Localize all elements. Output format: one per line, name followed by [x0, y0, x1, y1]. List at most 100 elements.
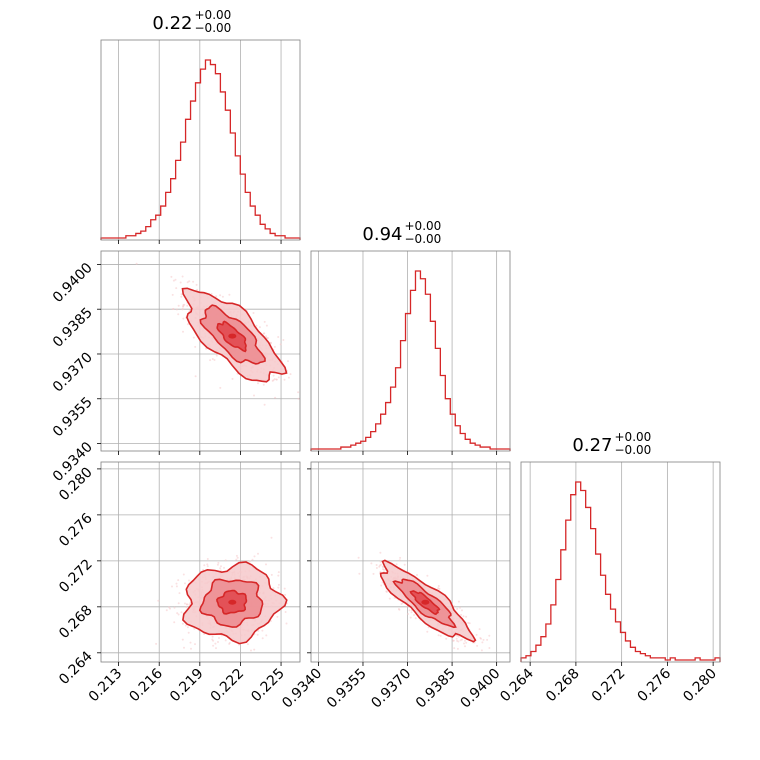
sample-point — [183, 646, 185, 649]
sample-point — [289, 373, 292, 376]
sample-point — [209, 359, 212, 362]
sample-point — [202, 568, 205, 571]
sample-point — [272, 374, 275, 377]
sample-point — [263, 403, 266, 406]
sample-point — [460, 638, 463, 641]
sample-point — [196, 288, 199, 291]
sample-point — [175, 582, 178, 585]
sample-point — [211, 358, 214, 360]
sample-point — [171, 293, 174, 296]
sample-point — [379, 571, 382, 573]
sample-point — [414, 617, 417, 620]
sample-point — [303, 363, 305, 365]
sample-point — [416, 574, 418, 576]
sample-point — [224, 639, 227, 642]
sample-point — [220, 565, 222, 568]
sample-point — [380, 584, 383, 587]
sample-point — [460, 613, 463, 616]
sample-point — [403, 563, 406, 566]
sample-point — [181, 638, 184, 641]
sample-point — [307, 590, 309, 592]
sample-point — [181, 622, 184, 625]
histogram-step-2 — [520, 481, 721, 662]
sample-point — [481, 641, 484, 644]
x-tick-label-1-3: 0.9385 — [413, 666, 459, 712]
sample-point — [261, 637, 264, 640]
sample-point — [461, 609, 463, 612]
x-tick-label-1-0: 0.9340 — [279, 666, 325, 712]
sample-point — [219, 569, 222, 572]
sample-point — [488, 647, 491, 649]
sample-point — [287, 360, 289, 363]
sample-point — [284, 611, 287, 613]
sample-point — [459, 606, 461, 609]
sample-point — [212, 644, 215, 647]
title-minus-0: −0.00 — [195, 21, 232, 35]
sample-point — [408, 609, 411, 612]
sample-point — [265, 335, 267, 338]
sample-point — [255, 324, 258, 327]
sample-point — [486, 638, 489, 641]
sample-point — [475, 633, 478, 636]
sample-point — [257, 382, 259, 385]
sample-point — [270, 536, 273, 539]
sample-point — [277, 583, 280, 586]
y-tick-label-1-4: 0.9400 — [50, 260, 96, 306]
x-tick-label-0-1: 0.216 — [126, 665, 166, 705]
sample-point — [165, 609, 168, 612]
sample-point — [192, 336, 195, 339]
sample-point — [457, 600, 460, 603]
sample-point — [279, 343, 282, 346]
title-minus-1: −0.00 — [405, 232, 442, 246]
x-tick-label-0-3: 0.222 — [208, 666, 248, 706]
sample-point — [456, 647, 459, 650]
sample-point — [181, 307, 184, 310]
sample-point — [184, 582, 186, 585]
sample-point — [189, 641, 192, 644]
sample-point — [219, 567, 222, 570]
sample-point — [468, 622, 471, 625]
sample-point — [186, 626, 189, 629]
sample-point — [215, 354, 218, 357]
panel-frame-1-0 — [100, 250, 301, 452]
sample-point — [186, 323, 189, 326]
histogram-step-0 — [100, 59, 301, 240]
sample-point — [174, 278, 177, 281]
sample-point — [217, 641, 219, 643]
sample-point — [193, 627, 196, 630]
sample-point — [251, 558, 254, 561]
sample-point — [277, 574, 280, 577]
sample-point — [188, 603, 191, 606]
title-value-0: 0.22 — [152, 13, 192, 34]
title-plus-1: +0.00 — [405, 219, 442, 233]
sample-point — [479, 637, 482, 639]
sample-point — [265, 324, 268, 327]
sample-point — [135, 262, 138, 265]
sample-point — [192, 280, 195, 283]
sample-point — [175, 287, 178, 290]
y-tick-label-1-1: 0.9355 — [50, 394, 96, 440]
density-peak — [228, 599, 237, 605]
panel-frame-1-1 — [310, 250, 511, 452]
sample-point — [236, 556, 239, 559]
sample-point — [250, 649, 252, 652]
sample-point — [277, 376, 280, 379]
title-value-1: 0.94 — [362, 224, 402, 245]
sample-point — [218, 637, 220, 639]
sample-point — [282, 339, 285, 341]
sample-point — [270, 573, 273, 576]
sample-point — [188, 579, 190, 582]
sample-point — [182, 305, 185, 308]
sample-point — [221, 295, 224, 298]
x-tick-label-2-2: 0.272 — [589, 666, 629, 706]
sample-point — [463, 642, 465, 645]
sample-point — [257, 629, 260, 632]
sample-point — [175, 585, 178, 588]
sample-point — [382, 568, 384, 571]
sample-point — [187, 631, 190, 634]
sample-point — [194, 375, 197, 378]
sample-point — [215, 647, 217, 650]
sample-point — [188, 280, 191, 283]
sample-point — [206, 563, 209, 566]
sample-point — [272, 379, 275, 382]
